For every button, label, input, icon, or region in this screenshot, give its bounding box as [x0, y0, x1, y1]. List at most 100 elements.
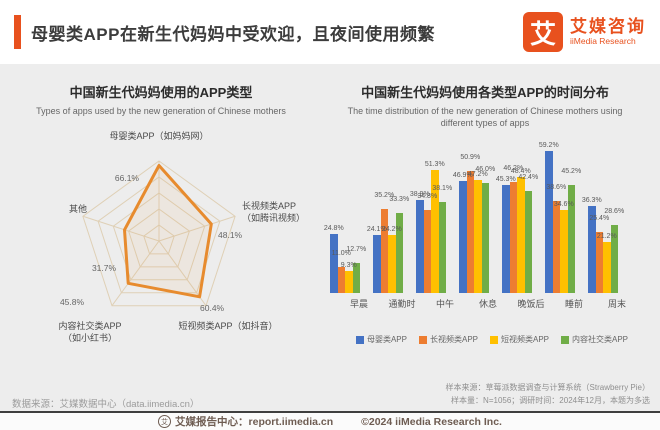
bar-slot: 11.0% [332, 143, 351, 294]
bar-长视频类APP-早晨[interactable] [337, 266, 345, 294]
radar-chart-subtitle: Types of apps used by the new generation… [36, 106, 286, 116]
bar-slot: 46.9% [453, 143, 473, 294]
report-center-icon: 艾 [158, 415, 172, 428]
bar-group-周末: 36.3% 25.4% 21.2% 28.6% [582, 143, 624, 294]
copyright-text: ©2024 iiMedia Research Inc. [361, 415, 502, 428]
data-source-note[interactable]: 数据来源：艾媒数据中心（data.iimedia.cn） [12, 399, 200, 410]
bar-长视频类APP-睡前[interactable] [552, 200, 560, 294]
category-label-睡前: 睡前 [564, 299, 583, 310]
radar-grid-ring [128, 208, 190, 268]
bar-母婴类APP-睡前[interactable] [545, 151, 553, 294]
bar-value-label: 25.4% [589, 215, 610, 223]
bar-长视频类APP-通勤时[interactable] [380, 208, 388, 294]
bar-母婴类APP-休息[interactable] [459, 180, 467, 294]
bar-母婴类APP-周末[interactable] [588, 206, 596, 294]
bar-短视频类APP-晚饭后[interactable] [517, 177, 525, 294]
bar-内容社交类APP-早晨[interactable] [352, 262, 360, 294]
bar-长视频类APP-中午[interactable] [423, 209, 431, 294]
bar-value-label: 24.1% [366, 226, 387, 234]
bar-slot: 24.8% [324, 143, 344, 294]
bar-group-睡前: 59.2% 38.6% 34.6% 45.2% [539, 142, 581, 294]
bar-内容社交类APP-中午[interactable] [438, 201, 446, 294]
bar-value-label: 24.2% [381, 226, 402, 234]
bar-value-label: 38.9% [409, 190, 430, 198]
bar-内容社交类APP-休息[interactable] [481, 182, 489, 294]
bar-slot: 45.2% [561, 143, 581, 294]
legend-swatch [418, 335, 427, 344]
bar-slot: 24.1% [367, 143, 387, 294]
bar-长视频类APP-晚饭后[interactable] [509, 182, 517, 294]
bar-chart-panel: 中国新生代妈妈使用各类型APP的时间分布 The time distributi… [316, 74, 654, 364]
category-label-晚饭后: 晚饭后 [517, 299, 545, 310]
radar-axis-label: 其他 [69, 203, 87, 214]
footer-bar: 艾 艾媒报告中心：report.iimedia.cn ©2024 iiMedia… [0, 411, 660, 430]
radar-axis-line [111, 240, 160, 307]
bar-chart-subtitle: The time distribution of the new generat… [316, 105, 654, 129]
iimedia-logo: 艾 艾媒咨询 iiMedia Research [523, 12, 646, 52]
radar-data-polygon[interactable] [123, 164, 213, 299]
radar-value-label: 31.7% [92, 263, 117, 273]
bar-value-label: 28.6% [604, 207, 625, 215]
radar-axis-label: 短视频类APP（如抖音） [178, 320, 277, 331]
bar-slot: 24.2% [382, 143, 402, 294]
bar-group-晚饭后: 45.3% 46.2% 48.4% 42.4% [496, 143, 538, 294]
content-area: 中国新生代妈妈使用的APP类型 Types of apps used by th… [0, 64, 660, 364]
bar-slot: 28.6% [604, 143, 624, 294]
bar-长视频类APP-周末[interactable] [595, 232, 603, 294]
bar-value-label: 48.4% [510, 168, 531, 176]
bar-value-label: 38.6% [546, 183, 567, 191]
bar-内容社交类APP-通勤时[interactable] [395, 213, 403, 294]
bar-内容社交类APP-周末[interactable] [610, 224, 618, 294]
radar-value-label: 48.1% [218, 230, 243, 240]
sample-size-line: 样本量：N=1056；调研时间：2024年12月，本题为多选 [451, 396, 650, 406]
legend-swatch [490, 335, 498, 344]
bar-slot: 34.8% [417, 143, 437, 294]
bar-母婴类APP-晚饭后[interactable] [502, 184, 510, 294]
bar-slot: 35.2% [374, 143, 394, 294]
bar-value-label: 46.2% [503, 165, 524, 173]
legend-swatch [561, 335, 570, 344]
legend-item-短视频类APP[interactable]: 短视频类APP [490, 334, 549, 345]
sample-source-line: 样本来源：草莓派数据调查与计算系统（Strawberry Pie） [445, 383, 650, 393]
bar-value-label: 51.3% [424, 161, 445, 169]
legend-item-长视频类APP[interactable]: 长视频类APP [418, 334, 478, 345]
bar-value-label: 47.2% [467, 170, 488, 178]
bar-短视频类APP-休息[interactable] [474, 179, 482, 294]
bar-长视频类APP-休息[interactable] [466, 171, 474, 294]
bar-value-label: 9.3% [340, 261, 357, 269]
radar-chart-panel: 中国新生代妈妈使用的APP类型 Types of apps used by th… [6, 74, 316, 364]
bar-value-label: 50.9% [460, 154, 481, 162]
bar-chart: 24.8% 11.0% 9.3% 12.7% 24.1% 35.2% 24.2% 33.3% 3… [316, 142, 654, 345]
bar-短视频类APP-周末[interactable] [603, 242, 611, 294]
bar-短视频类APP-睡前[interactable] [560, 210, 568, 294]
bar-value-label: 36.3% [581, 197, 602, 205]
sample-footnote: 样本来源：草莓派数据调查与计算系统（Strawberry Pie） 样本量：N=… [446, 382, 650, 408]
bar-slot: 47.2% [468, 143, 488, 294]
bar-chart-title: 中国新生代妈妈使用各类型APP的时间分布 [361, 85, 609, 100]
bar-slot: 51.3% [425, 143, 445, 294]
bar-短视频类APP-通勤时[interactable] [388, 235, 396, 294]
legend-item-母婴类APP[interactable]: 母婴类APP [355, 334, 407, 345]
bar-母婴类APP-中午[interactable] [416, 199, 424, 294]
category-label-通勤时: 通勤时 [388, 299, 416, 310]
bar-短视频类APP-早晨[interactable] [345, 270, 353, 294]
bar-母婴类APP-早晨[interactable] [330, 233, 338, 294]
report-center-link[interactable]: 艾媒报告中心：report.iimedia.cn [175, 416, 334, 428]
bar-slot: 42.4% [518, 143, 538, 294]
bar-value-label: 35.2% [374, 191, 395, 199]
legend-swatch [355, 335, 364, 344]
bar-slot: 48.4% [511, 143, 531, 294]
bar-短视频类APP-中午[interactable] [431, 170, 439, 294]
bar-内容社交类APP-睡前[interactable] [567, 184, 575, 294]
bar-slot: 25.4% [589, 143, 609, 294]
bar-slot: 36.3% [582, 143, 602, 294]
radar-chart-title: 中国新生代妈妈使用的APP类型 [69, 85, 253, 100]
page-title: 母婴类APP在新生代妈妈中受欢迎，且夜间使用频繁 [31, 24, 435, 44]
legend-item-内容社交类APP[interactable]: 内容社交类APP [561, 334, 628, 345]
bar-value-label: 38.1% [432, 184, 453, 192]
bar-母婴类APP-通勤时[interactable] [373, 235, 381, 294]
radar-axis-line [158, 240, 207, 307]
bar-value-label: 34.6% [553, 201, 574, 209]
radar-axis-label: 长视频类APP （如腾讯视频） [242, 200, 305, 223]
bar-内容社交类APP-晚饭后[interactable] [524, 191, 532, 294]
